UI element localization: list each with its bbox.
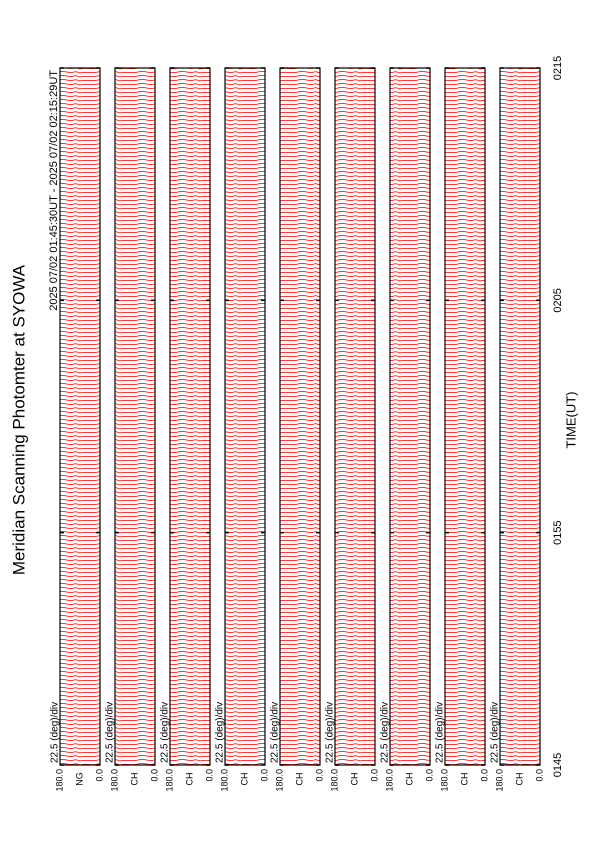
scale-label: 22.5 (deg)/div (490, 702, 501, 763)
y-tick-label: 0.0 (314, 769, 324, 782)
x-tick-label: 0145 (552, 753, 564, 777)
channel-label: NG (74, 772, 84, 786)
panel-frame (499, 67, 541, 766)
y-tick-label: 0.0 (94, 769, 104, 782)
channel-label: CH (459, 773, 469, 786)
panel-frame (114, 67, 156, 766)
channel-label: CH (294, 773, 304, 786)
trace-area (390, 68, 430, 765)
scale-label: 22.5 (deg)/div (270, 702, 281, 763)
y-tick-label: 0.0 (479, 769, 489, 782)
trace-area (115, 68, 155, 765)
scale-label: 22.5 (deg)/div (215, 702, 226, 763)
scale-label: 22.5 (deg)/div (380, 702, 391, 763)
y-tick-label: 0.0 (204, 769, 214, 782)
trace-area (60, 68, 100, 765)
rotated-plot: Meridian Scanning Photomter at SYOWA 202… (9, 56, 578, 792)
y-tick-label: 180.0 (494, 769, 504, 792)
x-axis-label: TIME(UT) (563, 391, 578, 448)
scale-label: 22.5 (deg)/div (50, 702, 61, 763)
y-tick-label: 0.0 (534, 769, 544, 782)
panel-frame (334, 67, 376, 766)
y-tick-label: 180.0 (164, 769, 174, 792)
panel-frame (279, 67, 321, 766)
scale-label: 22.5 (deg)/div (435, 702, 446, 763)
y-tick-label: 180.0 (274, 769, 284, 792)
x-tick-label: 0215 (552, 56, 564, 80)
channel-label: CH (129, 773, 139, 786)
scale-label: 22.5 (deg)/div (160, 702, 171, 763)
y-tick-label: 180.0 (329, 769, 339, 792)
y-tick-label: 180.0 (384, 769, 394, 792)
y-tick-label: 180.0 (54, 769, 64, 792)
y-tick-label: 180.0 (219, 769, 229, 792)
channel-label: CH (404, 773, 414, 786)
panel-frame (224, 67, 266, 766)
y-tick-label: 0.0 (149, 769, 159, 782)
channel-label: CH (514, 773, 524, 786)
panel-frame (59, 67, 101, 766)
trace-area (225, 68, 265, 765)
trace-area (445, 68, 485, 765)
y-tick-label: 180.0 (109, 769, 119, 792)
y-tick-label: 180.0 (439, 769, 449, 792)
trace-area (170, 68, 210, 765)
panel-frame (169, 67, 211, 766)
trace-area (500, 68, 540, 765)
trace-area (335, 68, 375, 765)
channel-label: CH (184, 773, 194, 786)
panel-frame (444, 67, 486, 766)
panel-frame (389, 67, 431, 766)
chart-title: Meridian Scanning Photomter at SYOWA (9, 264, 28, 575)
y-tick-label: 0.0 (369, 769, 379, 782)
x-tick-label: 0155 (552, 520, 564, 544)
chart-subtitle: 2025 07/02 01:45:30UT - 2025 07/02 02:15… (48, 70, 60, 311)
scale-label: 22.5 (deg)/div (105, 702, 116, 763)
x-tick-label: 0205 (552, 288, 564, 312)
channel-label: CH (239, 773, 249, 786)
scale-label: 22.5 (deg)/div (325, 702, 336, 763)
y-tick-label: 0.0 (424, 769, 434, 782)
y-tick-label: 0.0 (259, 769, 269, 782)
trace-area (280, 68, 320, 765)
channel-label: CH (349, 773, 359, 786)
